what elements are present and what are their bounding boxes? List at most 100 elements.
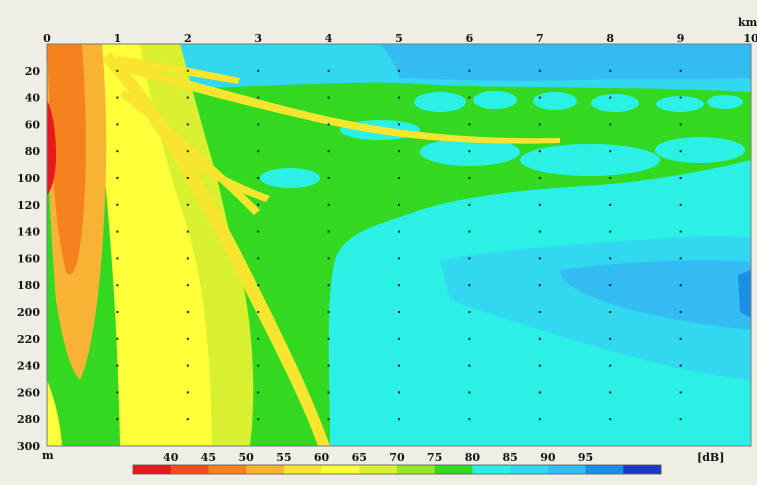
colorbar-swatch — [547, 465, 587, 474]
y-tick-label: 80 — [25, 145, 41, 158]
grid-dot — [116, 123, 119, 126]
grid-dot — [468, 257, 471, 260]
grid-dot — [257, 123, 260, 126]
grid-dot — [679, 391, 682, 394]
grid-dot — [468, 203, 471, 206]
grid-dot — [186, 150, 189, 153]
grid-dot — [538, 391, 541, 394]
colorbar-label: 85 — [502, 451, 517, 464]
grid-dot — [398, 69, 400, 72]
colorbar-label: 50 — [238, 451, 254, 464]
grid-dot — [538, 364, 541, 367]
grid-dot — [679, 177, 682, 179]
beams — [102, 52, 560, 446]
grid-dot — [609, 177, 612, 179]
grid-dot — [679, 364, 682, 367]
grid-dot — [186, 177, 189, 179]
grid-dot — [609, 203, 612, 206]
colorbar-swatch — [359, 465, 398, 474]
colorbar-swatch — [321, 465, 360, 474]
y-tick-label: 140 — [17, 226, 40, 239]
x-tick-label: 3 — [254, 32, 262, 45]
colorbar-swatch — [585, 465, 624, 474]
grid-dot — [609, 364, 612, 367]
colorbar-swatch — [133, 465, 172, 474]
grid-dot — [679, 96, 682, 99]
grid-dot — [398, 311, 400, 313]
plot-area — [47, 44, 751, 446]
grid-dot — [116, 150, 119, 153]
grid-dot — [609, 123, 612, 126]
grid-dot — [327, 69, 330, 72]
y-tick-label: 180 — [17, 279, 40, 292]
grid-dots — [116, 69, 682, 421]
y-tick-label: 100 — [17, 172, 40, 185]
colorbar-swatch — [208, 465, 247, 474]
grid-dot — [398, 150, 400, 153]
colorbar-swatch — [170, 465, 209, 474]
grid-dot — [327, 96, 330, 99]
grid-dot — [186, 391, 189, 394]
grid-dot — [257, 150, 260, 153]
grid-dot — [538, 203, 541, 206]
colorbar-label: 95 — [578, 451, 593, 464]
grid-dot — [257, 177, 260, 179]
x-tick-label: 5 — [395, 32, 403, 45]
grid-dot — [327, 284, 330, 287]
grid-dot — [538, 257, 541, 260]
grid-dot — [538, 150, 541, 153]
grid-dot — [116, 311, 119, 313]
grid-dot — [116, 418, 119, 421]
grid-dot — [679, 311, 682, 313]
colorbar-swatch — [472, 465, 511, 474]
grid-dot — [186, 284, 189, 287]
grid-dot — [609, 69, 612, 72]
grid-dot — [327, 150, 330, 153]
grid-dot — [257, 337, 260, 340]
grid-dot — [327, 123, 330, 126]
grid-dot — [398, 203, 400, 206]
grid-dot — [538, 284, 541, 287]
y-axis-unit: m — [42, 449, 54, 462]
grid-dot — [609, 150, 612, 153]
grid-dot — [538, 69, 541, 72]
grid-dot — [257, 418, 260, 421]
grid-dot — [327, 364, 330, 367]
grid-dot — [398, 418, 400, 421]
grid-dot — [116, 177, 119, 179]
grid-dot — [257, 311, 260, 313]
colorbar-label: 90 — [540, 451, 556, 464]
near-field-deep-orange — [47, 44, 86, 275]
y-tick-label: 160 — [17, 252, 40, 265]
grid-dot — [116, 230, 119, 233]
grid-dot — [538, 177, 541, 179]
grid-dot — [468, 150, 471, 153]
surface-band-deep — [380, 44, 751, 81]
grid-dot — [609, 391, 612, 394]
x-tick-label: 9 — [677, 32, 685, 45]
colorbar — [132, 464, 662, 475]
grid-dot — [257, 96, 260, 99]
grid-dot — [257, 391, 260, 394]
x-tick-label: 8 — [606, 32, 614, 45]
grid-dot — [186, 257, 189, 260]
x-tick-label: 7 — [536, 32, 544, 45]
colorbar-swatch — [434, 465, 473, 474]
x-tick-label: 0 — [43, 32, 51, 45]
colorbar-label: 70 — [389, 451, 405, 464]
grid-dot — [257, 203, 260, 206]
grid-dot — [468, 123, 471, 126]
grid-dot — [398, 177, 400, 179]
grid-dot — [679, 418, 682, 421]
y-tick-label: 120 — [17, 199, 40, 212]
grid-dot — [116, 257, 119, 260]
y-tick-label: 220 — [17, 333, 40, 346]
grid-dot — [609, 418, 612, 421]
grid-dot — [116, 96, 119, 99]
grid-dot — [468, 311, 471, 313]
grid-dot — [327, 177, 330, 179]
grid-dot — [538, 337, 541, 340]
y-tick-label: 240 — [17, 360, 40, 373]
